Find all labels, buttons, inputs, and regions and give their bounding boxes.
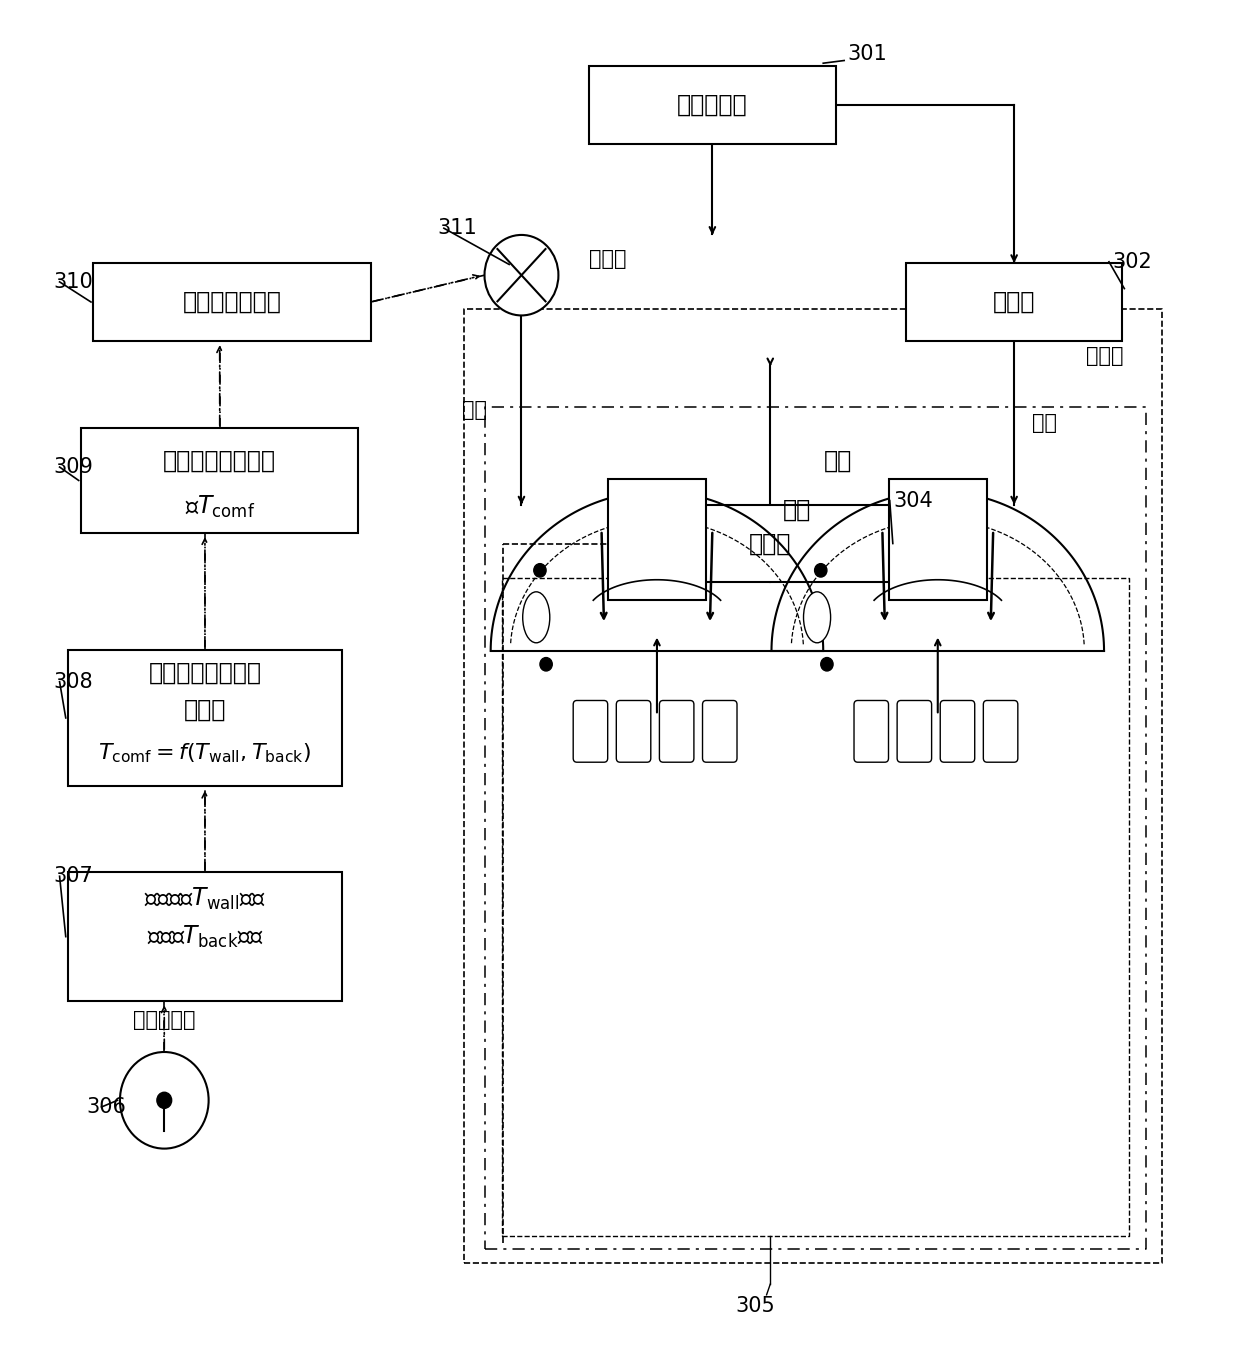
Text: 理想送风温度目标: 理想送风温度目标 [164, 448, 277, 472]
FancyBboxPatch shape [616, 701, 651, 763]
Text: 306: 306 [87, 1098, 126, 1116]
Circle shape [485, 235, 558, 316]
Text: 热路: 热路 [463, 400, 487, 420]
Circle shape [539, 657, 552, 671]
Text: 温度传感器: 温度传感器 [133, 1010, 196, 1030]
FancyBboxPatch shape [660, 701, 694, 763]
FancyBboxPatch shape [68, 649, 342, 786]
Circle shape [533, 564, 546, 576]
FancyBboxPatch shape [906, 263, 1122, 342]
FancyBboxPatch shape [940, 701, 975, 763]
FancyBboxPatch shape [983, 701, 1018, 763]
Ellipse shape [804, 591, 831, 643]
Text: 值$T_{\rm comf}$: 值$T_{\rm comf}$ [185, 494, 254, 520]
Text: 送风: 送风 [823, 450, 852, 472]
FancyBboxPatch shape [68, 872, 342, 1002]
Text: 值函数: 值函数 [184, 698, 226, 722]
Text: 控制阀: 控制阀 [589, 250, 626, 269]
Text: 再循环: 再循环 [1085, 346, 1123, 366]
Text: 308: 308 [53, 672, 93, 691]
Text: 风温度$T_{\rm back}$计算: 风温度$T_{\rm back}$计算 [146, 923, 263, 950]
FancyBboxPatch shape [854, 701, 889, 763]
Ellipse shape [523, 591, 549, 643]
Text: 混合腔: 混合腔 [749, 532, 791, 555]
FancyBboxPatch shape [589, 66, 836, 143]
Text: 环控包: 环控包 [993, 290, 1035, 315]
FancyBboxPatch shape [81, 428, 358, 533]
Text: 302: 302 [1112, 251, 1152, 271]
FancyBboxPatch shape [93, 263, 371, 342]
Text: 307: 307 [53, 867, 93, 886]
FancyBboxPatch shape [608, 479, 707, 599]
Text: 301: 301 [848, 43, 888, 63]
Text: 侧壁温度$T_{\rm wall}$、回: 侧壁温度$T_{\rm wall}$、回 [144, 886, 265, 913]
Text: 311: 311 [438, 219, 477, 238]
Text: 309: 309 [53, 458, 93, 477]
Text: 送风温度控制器: 送风温度控制器 [182, 290, 281, 315]
Text: 310: 310 [53, 271, 93, 292]
Text: 理想送风温度目标: 理想送风温度目标 [149, 660, 262, 684]
FancyBboxPatch shape [573, 701, 608, 763]
Text: 305: 305 [735, 1296, 775, 1316]
FancyBboxPatch shape [650, 505, 890, 582]
Text: 304: 304 [894, 490, 934, 510]
Circle shape [157, 1092, 171, 1108]
FancyBboxPatch shape [889, 479, 987, 599]
Text: $T_{\rm comf}$$=f(T_{\rm wall},T_{\rm back})$: $T_{\rm comf}$$=f(T_{\rm wall},T_{\rm ba… [98, 741, 311, 764]
Circle shape [815, 564, 827, 576]
Circle shape [821, 657, 833, 671]
Text: 冷路: 冷路 [1033, 413, 1058, 433]
FancyBboxPatch shape [703, 701, 737, 763]
Text: 座舱: 座舱 [784, 498, 811, 522]
FancyBboxPatch shape [897, 701, 931, 763]
Circle shape [120, 1052, 208, 1149]
Text: 发动机引气: 发动机引气 [677, 93, 748, 117]
